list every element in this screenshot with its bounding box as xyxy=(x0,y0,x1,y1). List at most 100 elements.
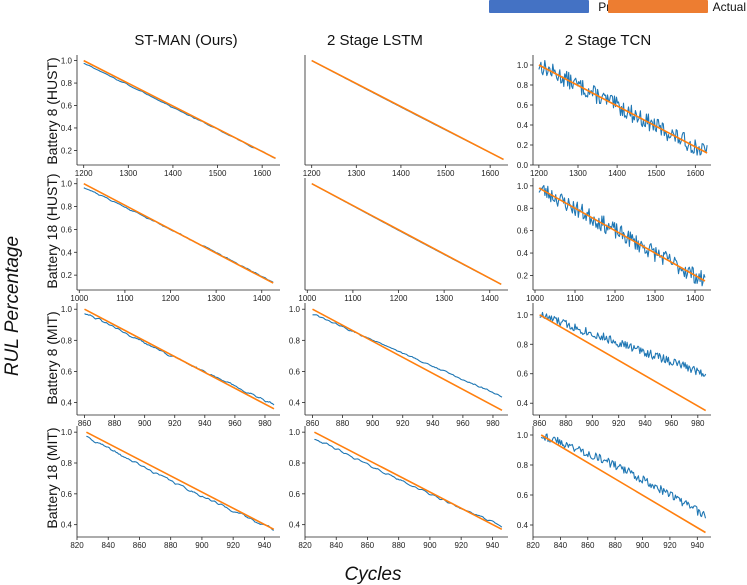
y-tick-label: 0.6 xyxy=(517,101,529,110)
x-tick-label: 920 xyxy=(454,541,468,550)
panel-0-1: 1200 1300 1400 1500 1600 xyxy=(303,55,508,178)
x-tick-label: 1100 xyxy=(344,294,362,303)
x-tick-label: 1200 xyxy=(303,169,321,178)
series-predicted xyxy=(86,435,275,531)
y-tick-label: 1.0 xyxy=(61,57,73,66)
x-tick-label: 1200 xyxy=(606,294,624,303)
x-tick-label: 880 xyxy=(608,541,622,550)
y-tick-label: 0.6 xyxy=(61,102,73,111)
y-tick-label: 0.4 xyxy=(61,521,73,530)
y-tick-label: 0.4 xyxy=(517,249,529,258)
x-tick-label: 1200 xyxy=(162,294,180,303)
x-tick-label: 860 xyxy=(581,541,595,550)
panel-2-2: 860 880 900 920 940 960 980 0.4 0.6 0.8 1.0 xyxy=(517,303,711,428)
y-tick-label: 0.8 xyxy=(289,459,301,468)
x-tick-label: 1300 xyxy=(207,294,225,303)
x-tick-label: 880 xyxy=(108,419,122,428)
x-tick-label: 920 xyxy=(396,419,410,428)
y-tick-label: 1.0 xyxy=(61,428,73,437)
legend: Predicted Actual xyxy=(489,0,746,14)
x-tick-label: 920 xyxy=(226,541,240,550)
x-tick-label: 900 xyxy=(636,541,650,550)
x-tick-label: 820 xyxy=(526,541,540,550)
series-actual xyxy=(312,308,503,412)
x-tick-label: 840 xyxy=(554,541,568,550)
x-tick-label: 1600 xyxy=(686,169,704,178)
x-tick-label: 900 xyxy=(423,541,437,550)
row-label-battery-8-hust: Battery 8 (HUST) xyxy=(44,57,60,164)
x-tick-label: 1600 xyxy=(253,169,271,178)
panel-2-0: 860 880 900 920 940 960 980 0.4 0.6 0.8 1.0 xyxy=(61,303,280,428)
x-tick-label: 1100 xyxy=(566,294,584,303)
y-tick-label: 0.4 xyxy=(517,121,529,130)
column-title-tcn: 2 Stage TCN xyxy=(565,32,651,49)
x-tick-label: 1200 xyxy=(75,169,93,178)
series-actual xyxy=(83,182,274,284)
x-tick-label: 1200 xyxy=(530,169,548,178)
series-actual xyxy=(311,182,502,286)
panel-0-0: 1200 1300 1400 1500 1600 0.2 0.4 0.6 0.8 1.0 xyxy=(61,55,280,178)
series-predicted xyxy=(312,314,503,398)
y-tick-label: 0.6 xyxy=(289,490,301,499)
panel-1-0: 1000 1100 1200 1300 1400 0.2 0.4 0.6 0.8 1.0 xyxy=(61,178,280,303)
y-tick-label: 0.2 xyxy=(61,271,73,280)
y-tick-label: 0.2 xyxy=(61,146,73,155)
panel-1-2: 1000 1100 1200 1300 1400 0.2 0.4 0.6 0.8 1.0 xyxy=(517,178,711,303)
x-tick-label: 1500 xyxy=(209,169,227,178)
y-tick-label: 0.4 xyxy=(61,124,73,133)
x-tick-label: 1000 xyxy=(526,294,544,303)
x-tick-label: 1400 xyxy=(686,294,704,303)
series-actual xyxy=(311,59,504,161)
x-tick-label: 840 xyxy=(330,541,344,550)
legend-swatch-predicted xyxy=(489,0,589,13)
y-tick-label: 0.6 xyxy=(61,367,73,376)
series-predicted xyxy=(540,433,707,519)
series-actual xyxy=(540,434,706,534)
x-tick-label: 880 xyxy=(392,541,406,550)
y-tick-label: 1.0 xyxy=(517,431,529,440)
y-tick-label: 0.8 xyxy=(61,79,73,88)
y-tick-label: 0.4 xyxy=(61,248,73,257)
panel-3-1: 820 840 860 880 900 920 940 0.4 0.6 0.8 1.0 xyxy=(289,426,508,550)
legend-swatch-actual xyxy=(608,0,708,13)
y-tick-label: 1.0 xyxy=(61,180,73,189)
x-tick-label: 860 xyxy=(361,541,375,550)
series-actual xyxy=(86,431,275,531)
series-actual xyxy=(538,64,708,154)
global-x-label: Cycles xyxy=(344,564,402,585)
y-tick-label: 0.8 xyxy=(61,336,73,345)
x-tick-label: 1100 xyxy=(116,294,134,303)
y-tick-label: 0.6 xyxy=(61,490,73,499)
y-tick-label: 1.0 xyxy=(517,61,529,70)
x-tick-label: 860 xyxy=(533,419,547,428)
y-tick-label: 0.8 xyxy=(517,204,529,213)
x-tick-label: 840 xyxy=(102,541,116,550)
x-tick-label: 1400 xyxy=(164,169,182,178)
x-tick-label: 920 xyxy=(612,419,626,428)
y-tick-label: 1.0 xyxy=(517,311,529,320)
y-tick-label: 0.0 xyxy=(517,161,529,170)
series-predicted xyxy=(539,311,707,377)
x-tick-label: 820 xyxy=(298,541,312,550)
column-title-st-man: ST-MAN (Ours) xyxy=(134,32,237,49)
x-tick-label: 1600 xyxy=(481,169,499,178)
x-tick-label: 920 xyxy=(168,419,182,428)
x-tick-label: 900 xyxy=(586,419,600,428)
x-tick-label: 1500 xyxy=(437,169,455,178)
x-tick-label: 1300 xyxy=(646,294,664,303)
x-tick-label: 900 xyxy=(138,419,152,428)
x-tick-label: 880 xyxy=(559,419,573,428)
legend-label-actual: Actual xyxy=(713,0,746,14)
y-tick-label: 1.0 xyxy=(61,305,73,314)
x-tick-label: 980 xyxy=(258,419,272,428)
row-label-battery-18-hust: Battery 18 (HUST) xyxy=(44,173,60,288)
x-tick-label: 1400 xyxy=(481,294,499,303)
x-tick-label: 1300 xyxy=(435,294,453,303)
x-tick-label: 920 xyxy=(663,541,677,550)
y-tick-label: 0.8 xyxy=(289,336,301,345)
series-actual xyxy=(538,187,706,282)
y-tick-label: 0.6 xyxy=(517,491,529,500)
panel-3-2: 820 840 860 880 900 920 940 0.4 0.6 0.8 1.0 xyxy=(517,426,711,550)
global-y-label: RUL Percentage xyxy=(2,236,23,376)
